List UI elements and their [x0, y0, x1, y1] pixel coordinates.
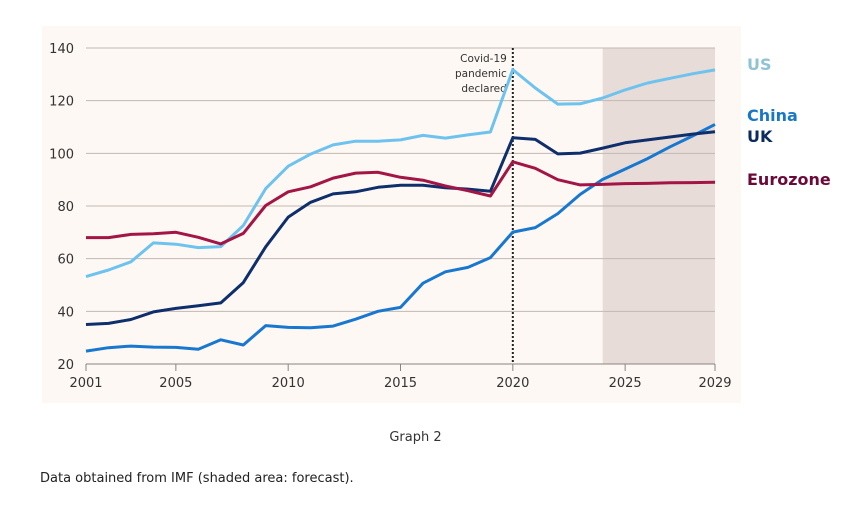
y-tick-label: 80 — [57, 200, 74, 215]
covid-annotation-text: Covid-19 — [460, 53, 507, 65]
y-tick-label: 120 — [49, 95, 74, 110]
y-tick-label: 140 — [49, 42, 74, 57]
x-tick-label: 2015 — [384, 376, 417, 391]
series-line-us — [85, 68, 716, 279]
x-tick-label: 2020 — [496, 376, 529, 391]
x-tick-label: 2010 — [272, 376, 305, 391]
series-line-china — [85, 123, 716, 353]
y-tick-label: 20 — [57, 358, 74, 373]
legend-label-eurozone: Eurozone — [747, 170, 831, 189]
series-line-eurozone — [86, 160, 716, 246]
figure-caption: Graph 2 — [389, 430, 442, 445]
covid-annotation-text: pandemic — [455, 68, 507, 80]
legend-label-china: China — [747, 106, 798, 125]
covid-annotation-text: declared — [461, 83, 506, 95]
y-tick-label: 60 — [57, 253, 74, 268]
legend-label-us: US — [747, 55, 772, 74]
series-line-uk — [85, 130, 716, 326]
x-tick-label: 2025 — [609, 376, 642, 391]
x-tick-label: 2005 — [159, 376, 192, 391]
x-tick-label: 2029 — [698, 376, 731, 391]
legend-label-uk: UK — [747, 127, 773, 146]
source-note: Data obtained from IMF (shaded area: for… — [40, 471, 354, 486]
y-tick-label: 40 — [57, 305, 74, 320]
x-tick-label: 2001 — [69, 376, 102, 391]
y-tick-label: 100 — [49, 147, 74, 162]
